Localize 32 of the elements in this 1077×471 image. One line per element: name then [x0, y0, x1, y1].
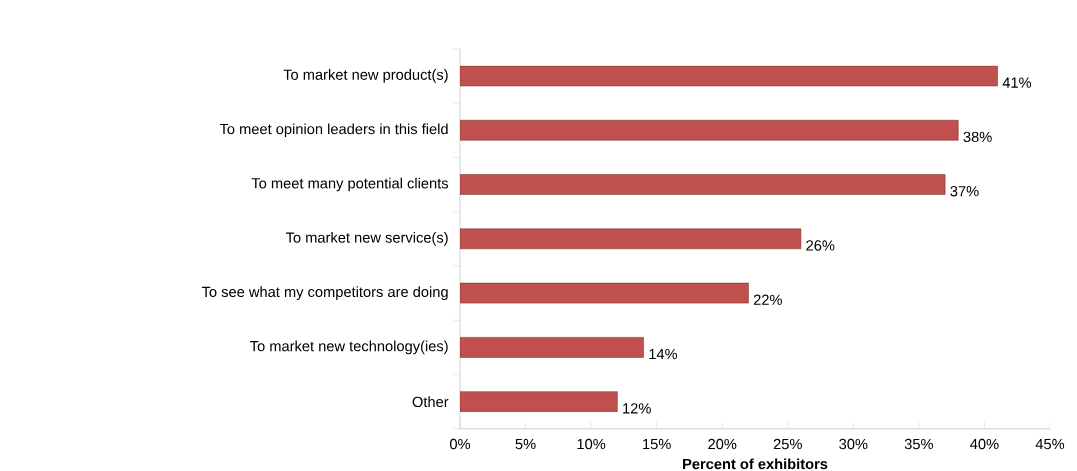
bar	[460, 228, 802, 250]
x-tick-label: 30%	[839, 438, 868, 450]
x-tick-label: 10%	[577, 438, 606, 450]
x-tick-label: 0%	[449, 438, 471, 450]
data-label: 22%	[753, 294, 782, 305]
bar	[460, 337, 644, 358]
y-tick-label: Other	[412, 396, 449, 408]
y-tick-label: To market new technology(ies)	[250, 340, 448, 355]
x-tick-label: 15%	[643, 438, 671, 450]
data-label: 26%	[806, 240, 835, 251]
x-tick-label: 20%	[708, 438, 737, 450]
bar	[460, 391, 618, 412]
y-tick-label: To market new product(s)	[283, 69, 448, 83]
bar	[460, 119, 959, 141]
y-tick-label: To meet opinion leaders in this field	[219, 123, 448, 138]
y-tick-label: To see what my competitors are doing	[201, 286, 448, 300]
bar	[460, 174, 946, 195]
data-label: 12%	[623, 403, 651, 414]
data-label: 37%	[950, 186, 979, 197]
x-tick-label: 5%	[515, 438, 536, 450]
data-label: 41%	[1002, 77, 1032, 88]
x-axis-title: Percent of exhibitors	[683, 458, 828, 470]
x-tick-label: 45%	[1035, 438, 1065, 450]
data-label: 14%	[649, 348, 678, 360]
y-tick-label: To market new service(s)	[285, 231, 448, 246]
bar	[460, 65, 998, 87]
x-tick-label: 40%	[970, 438, 999, 450]
x-tick-label: 35%	[904, 438, 934, 450]
y-tick-label: To meet many potential clients	[251, 177, 449, 192]
data-label: 38%	[963, 131, 992, 143]
x-tick-label: 25%	[773, 438, 802, 450]
bar	[460, 282, 749, 304]
